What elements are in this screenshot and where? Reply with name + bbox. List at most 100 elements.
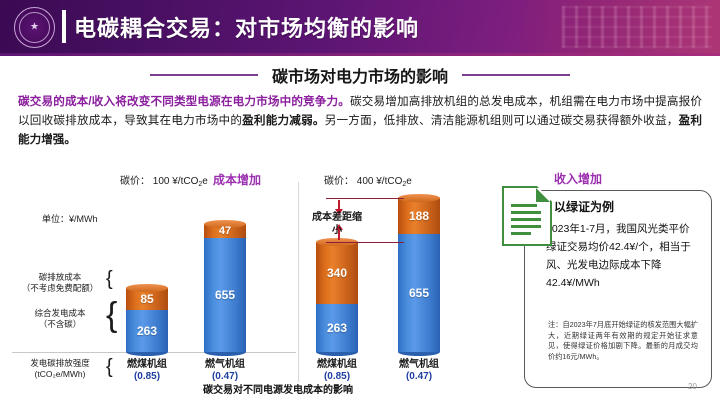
section-rule-left (149, 74, 258, 76)
xlabel-panel2-coal-name: 燃煤机组 (317, 359, 357, 370)
legend-brace-intensity: { (106, 356, 113, 378)
bar-panel1-coal-generation-value: 263 (136, 324, 158, 338)
paragraph-bold-2: 盈利能力增强。 (18, 114, 702, 146)
bar-bottom-ellipse (126, 348, 168, 356)
paragraph-bold-1: 盈利能力减弱。 (242, 114, 325, 127)
bar-panel2-gas: 655 188 (398, 194, 440, 356)
paragraph-highlight: 碳交易的成本/收入将改变不同类型电源在电力市场中的竞争力。 (18, 95, 351, 108)
xlabel-panel1-gas: 燃气机组 (0.47) (182, 355, 268, 382)
legend-generation-cost-line1: 综合发电成本 (34, 308, 86, 318)
gap-arrow-down-head (335, 209, 343, 215)
revenue-bullet-text: 2023年1-7月，我国风光类平价绿证交易均价42.4¥/个，相当于风、光发电边… (546, 223, 691, 289)
bar-panel1-coal: 263 85 (126, 284, 168, 356)
panel-2-caption-main: 碳价： 400 (324, 176, 377, 187)
bar-bottom-ellipse (398, 348, 440, 356)
legend-carbon-intensity: 发电碳排放强度 (tCO₂e/MWh) (14, 358, 106, 380)
xlabel-panel1-coal-intensity: (0.85) (133, 371, 161, 382)
title-accent-bar (62, 10, 66, 43)
panel-2-caption-tail: e (406, 176, 412, 187)
xlabel-panel1-gas-intensity: (0.47) (211, 371, 239, 382)
bar-panel1-gas-carbon-segment: 47 (204, 220, 246, 238)
body-paragraph: 碳交易的成本/收入将改变不同类型电源在电力市场中的竞争力。碳交易增加高排放机组的… (18, 92, 702, 149)
xlabel-panel2-gas-intensity: (0.47) (405, 371, 433, 382)
chart-unit-label: 单位：¥/MWh (42, 214, 98, 224)
bar-bottom-ellipse (204, 348, 246, 356)
bar-top-ellipse (204, 220, 246, 228)
revenue-increase-title: 收入增加 (554, 172, 603, 186)
panel-divider (298, 182, 299, 382)
bar-body (126, 288, 168, 310)
gap-arrow-up-stem (338, 230, 340, 240)
bar-body (204, 238, 246, 352)
panel-1-caption-main: 碳价： 100 (120, 176, 173, 187)
panel-2-caption-sub: 2 (402, 181, 407, 188)
legend-carbon-cost-line2: （不考虑免费配额） (21, 283, 99, 293)
panel-1-caption-tail: e (202, 176, 208, 187)
legend-generation-cost: 综合发电成本 （不含碳） (14, 308, 106, 330)
bar-panel1-coal-generation-segment: 263 (126, 310, 168, 356)
slide-header: 电碳耦合交易：对市场均衡的影响 (0, 0, 720, 53)
legend-carbon-cost-line1: 碳排放成本 (38, 272, 82, 282)
bar-top-ellipse (398, 194, 440, 202)
paragraph-part-1: 碳交易增加高排放机组的总发电成本，机组需在电力市场中提高报价以回收碳排放成本，导… (18, 95, 702, 127)
document-icon-line (511, 204, 537, 207)
legend-generation-cost-line2: （不含碳） (38, 319, 82, 329)
gap-line-bottom (326, 242, 404, 244)
bar-body (126, 310, 168, 352)
document-icon-line (511, 232, 531, 235)
panel-2-carbon-price-caption: 碳价： 400 ¥/tCO2e (324, 172, 412, 188)
cost-impact-chart: 碳价： 100 ¥/tCO2e 成本增加 碳价： 400 ¥/tCO2e 单位：… (8, 168, 488, 400)
bar-panel1-coal-carbon-segment: 85 (126, 284, 168, 310)
legend-brace-generation: { (106, 296, 118, 334)
bar-top-ellipse (126, 284, 168, 292)
university-emblem-icon (14, 7, 55, 48)
xlabel-panel1-coal: 燃煤机组 (0.85) (104, 355, 190, 382)
document-icon-line (511, 225, 541, 228)
header-underline (0, 53, 720, 56)
bar-panel2-coal-generation-segment: 263 (316, 304, 358, 356)
panel-2-caption-unit: ¥/tCO (376, 176, 403, 187)
legend-carbon-intensity-line2: (tCO₂e/MWh) (34, 369, 86, 379)
panel-1-carbon-price-caption: 碳价： 100 ¥/tCO2e (120, 172, 208, 188)
xlabel-panel2-gas-name: 燃气机组 (399, 359, 439, 370)
revenue-increase-panel: 收入增加 以绿证为例 • 2023年1-7月，我国风光类平价绿证交易均价42.4… (492, 168, 716, 400)
bar-panel2-gas-carbon-segment: 188 (398, 194, 440, 234)
bar-panel1-gas-generation-segment: 655 (204, 238, 246, 356)
bar-panel2-coal-generation-value: 263 (326, 321, 348, 335)
xlabel-panel2-gas: 燃气机组 (0.47) (376, 355, 462, 382)
bar-panel1-gas-generation-value: 655 (214, 288, 236, 302)
cost-increase-annotation: 成本增加 (213, 173, 262, 187)
panel-1-caption-sub: 2 (198, 181, 203, 188)
slide-title: 电碳耦合交易：对市场均衡的影响 (74, 16, 420, 41)
legend-brace-carbon: { (106, 268, 113, 290)
bar-panel2-coal-carbon-segment: 340 (316, 238, 358, 304)
bar-bottom-ellipse (316, 348, 358, 356)
chart-caption: 碳交易对不同电源发电成本的影响 (203, 385, 353, 396)
page-number: 20 (688, 382, 697, 391)
bar-panel2-coal: 263 340 (316, 238, 358, 356)
section-title: 碳市场对电力市场的影响 (271, 69, 448, 86)
bar-body (398, 234, 440, 352)
paragraph-part-2: 另一方面，低排放、清洁能源机组则可以通过碳交易获得额外收益， (324, 114, 679, 127)
document-icon-line (511, 211, 541, 214)
revenue-increase-box (524, 190, 712, 388)
bar-panel1-gas: 655 47 (204, 220, 246, 356)
legend-carbon-intensity-line1: 发电碳排放强度 (30, 358, 90, 368)
bar-panel1-coal-carbon-value: 85 (140, 292, 154, 306)
revenue-panel-note: 注：自2023年7月底开始绿证的核发范围大幅扩大，近期绿证两年有效期的规定开始征… (548, 320, 698, 361)
xlabel-panel1-gas-name: 燃气机组 (205, 359, 245, 370)
header-background-photo (520, 0, 720, 53)
gap-arrow-up-head (335, 224, 343, 230)
bar-panel2-gas-carbon-value: 188 (408, 209, 430, 223)
section-rule-right (462, 74, 570, 76)
xlabel-panel2-coal: 燃煤机组 (0.85) (294, 355, 380, 382)
document-icon-line (511, 218, 541, 221)
gap-line-top (326, 198, 404, 200)
panel-1-caption-unit: ¥/tCO (172, 176, 199, 187)
xlabel-panel1-coal-name: 燃煤机组 (127, 359, 167, 370)
bar-panel2-gas-generation-segment: 655 (398, 234, 440, 356)
revenue-panel-subtitle: 以绿证为例 (554, 200, 615, 214)
bar-body (316, 304, 358, 352)
section-title-row: 碳市场对电力市场的影响 (0, 62, 720, 88)
legend-carbon-cost: 碳排放成本 （不考虑免费配额） (14, 272, 106, 294)
